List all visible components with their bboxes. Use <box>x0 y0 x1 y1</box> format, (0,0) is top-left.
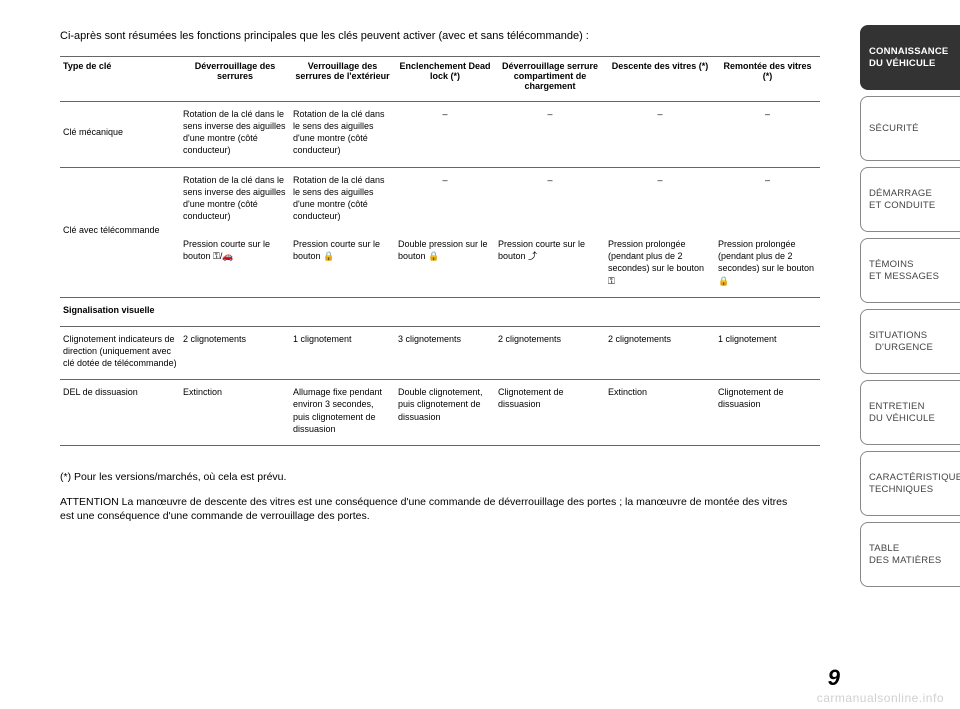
cell-mech-deadlock: – <box>395 102 495 168</box>
cell-blink-windown: 2 clignotements <box>605 326 715 379</box>
row-visual-signal-header: Signalisation visuelle <box>60 297 820 326</box>
tab-situations[interactable]: SITUATIONS D'URGENCE <box>860 309 960 374</box>
row-remote-rotation: Clé avec télécommande Rotation de la clé… <box>60 167 820 232</box>
row-blink: Clignotement indicateurs de direction (u… <box>60 326 820 379</box>
tab-line: SÉCURITÉ <box>869 123 960 135</box>
col-lock: Verrouillage des serrures de l'extérieur <box>290 57 395 102</box>
cell-remote-unlock-btn: Pression courte sur le bouton ⚿/🚗 <box>180 232 290 297</box>
cell-mech-boot: – <box>495 102 605 168</box>
cell-mech-windown: – <box>605 102 715 168</box>
tab-line: TECHNIQUES <box>869 484 960 496</box>
cell-remote-winup-rot: – <box>715 167 820 232</box>
cell-remote-boot-btn: Pression courte sur le bouton ⤴ <box>495 232 605 297</box>
tab-entretien[interactable]: ENTRETIEN DU VÉHICULE <box>860 380 960 445</box>
cell-led-unlock: Extinction <box>180 380 290 446</box>
tab-securite[interactable]: SÉCURITÉ <box>860 96 960 161</box>
tab-line: DES MATIÈRES <box>869 555 960 567</box>
watermark: carmanualsonline.info <box>817 691 944 705</box>
footnote-2: ATTENTION La manœuvre de descente des vi… <box>60 495 800 524</box>
col-windows-down: Descente des vitres (*) <box>605 57 715 102</box>
cell-blink-unlock: 2 clignotements <box>180 326 290 379</box>
page-number: 9 <box>828 665 840 691</box>
tab-caracteristiques[interactable]: CARACTÉRISTIQUES TECHNIQUES <box>860 451 960 516</box>
tab-demarrage[interactable]: DÉMARRAGE ET CONDUITE <box>860 167 960 232</box>
tab-line: TABLE <box>869 543 960 555</box>
cell-remote-lock-rot: Rotation de la clé dans le sens des aigu… <box>290 167 395 232</box>
cell-remote-windown-btn: Pression prolongée (pendant plus de 2 se… <box>605 232 715 297</box>
col-type: Type de clé <box>60 57 180 102</box>
col-windows-up: Remontée des vitres (*) <box>715 57 820 102</box>
cell-blink-boot: 2 clignotements <box>495 326 605 379</box>
cell-led-label: DEL de dissuasion <box>60 380 180 446</box>
cell-remote-boot-rot: – <box>495 167 605 232</box>
cell-remote-label: Clé avec télécommande <box>60 167 180 297</box>
tab-connaissance[interactable]: CONNAISSANCE DU VÉHICULE <box>860 25 960 90</box>
cell-led-boot: Clignotement de dissuasion <box>495 380 605 446</box>
cell-led-deadlock: Double clignotement, puis clignotement d… <box>395 380 495 446</box>
cell-visual-signal-label: Signalisation visuelle <box>60 297 180 326</box>
tab-temoins[interactable]: TÉMOINS ET MESSAGES <box>860 238 960 303</box>
tab-line: DU VÉHICULE <box>869 58 960 70</box>
col-boot: Déverrouillage serrure compartiment de c… <box>495 57 605 102</box>
tab-line: D'URGENCE <box>869 342 960 354</box>
cell-led-lock: Allumage fixe pendant environ 3 secondes… <box>290 380 395 446</box>
tab-table-matieres[interactable]: TABLE DES MATIÈRES <box>860 522 960 587</box>
tab-line: SITUATIONS <box>869 330 960 342</box>
tab-line: CONNAISSANCE <box>869 46 960 58</box>
cell-visual-signal-empty <box>180 297 820 326</box>
col-deadlock: Enclenchement Dead lock (*) <box>395 57 495 102</box>
cell-remote-deadlock-btn: Double pression sur le bouton 🔒 <box>395 232 495 297</box>
tab-line: ET MESSAGES <box>869 271 960 283</box>
functions-table: Type de clé Déverrouillage des serrures … <box>60 56 820 446</box>
footnote-block: (*) Pour les versions/marchés, où cela e… <box>60 470 800 524</box>
row-led: DEL de dissuasion Extinction Allumage fi… <box>60 380 820 446</box>
cell-blink-label: Clignotement indicateurs de direction (u… <box>60 326 180 379</box>
cell-blink-lock: 1 clignotement <box>290 326 395 379</box>
cell-blink-winup: 1 clignotement <box>715 326 820 379</box>
table-header-row: Type de clé Déverrouillage des serrures … <box>60 57 820 102</box>
cell-remote-unlock-rot: Rotation de la clé dans le sens inverse … <box>180 167 290 232</box>
cell-led-windown: Extinction <box>605 380 715 446</box>
tab-line: DU VÉHICULE <box>869 413 960 425</box>
tab-line: CARACTÉRISTIQUES <box>869 472 960 484</box>
page: Ci-après sont résumées les fonctions pri… <box>0 0 960 709</box>
cell-mech-unlock: Rotation de la clé dans le sens inverse … <box>180 102 290 168</box>
tab-line: ENTRETIEN <box>869 401 960 413</box>
row-mechanical-key: Clé mécanique Rotation de la clé dans le… <box>60 102 820 168</box>
cell-mech-lock: Rotation de la clé dans le sens des aigu… <box>290 102 395 168</box>
intro-text: Ci-après sont résumées les fonctions pri… <box>60 30 760 42</box>
cell-remote-windown-rot: – <box>605 167 715 232</box>
cell-remote-winup-btn: Pression prolongée (pendant plus de 2 se… <box>715 232 820 297</box>
tab-line: TÉMOINS <box>869 259 960 271</box>
cell-blink-deadlock: 3 clignotements <box>395 326 495 379</box>
cell-remote-deadlock-rot: – <box>395 167 495 232</box>
cell-led-winup: Clignotement de dissuasion <box>715 380 820 446</box>
tab-line: DÉMARRAGE <box>869 188 960 200</box>
col-unlock: Déverrouillage des serrures <box>180 57 290 102</box>
cell-mech-winup: – <box>715 102 820 168</box>
cell-mech-label: Clé mécanique <box>60 102 180 168</box>
sidebar: CONNAISSANCE DU VÉHICULE SÉCURITÉ DÉMARR… <box>860 25 960 593</box>
cell-remote-lock-btn: Pression courte sur le bouton 🔒 <box>290 232 395 297</box>
footnote-1: (*) Pour les versions/marchés, où cela e… <box>60 470 800 485</box>
tab-line: ET CONDUITE <box>869 200 960 212</box>
